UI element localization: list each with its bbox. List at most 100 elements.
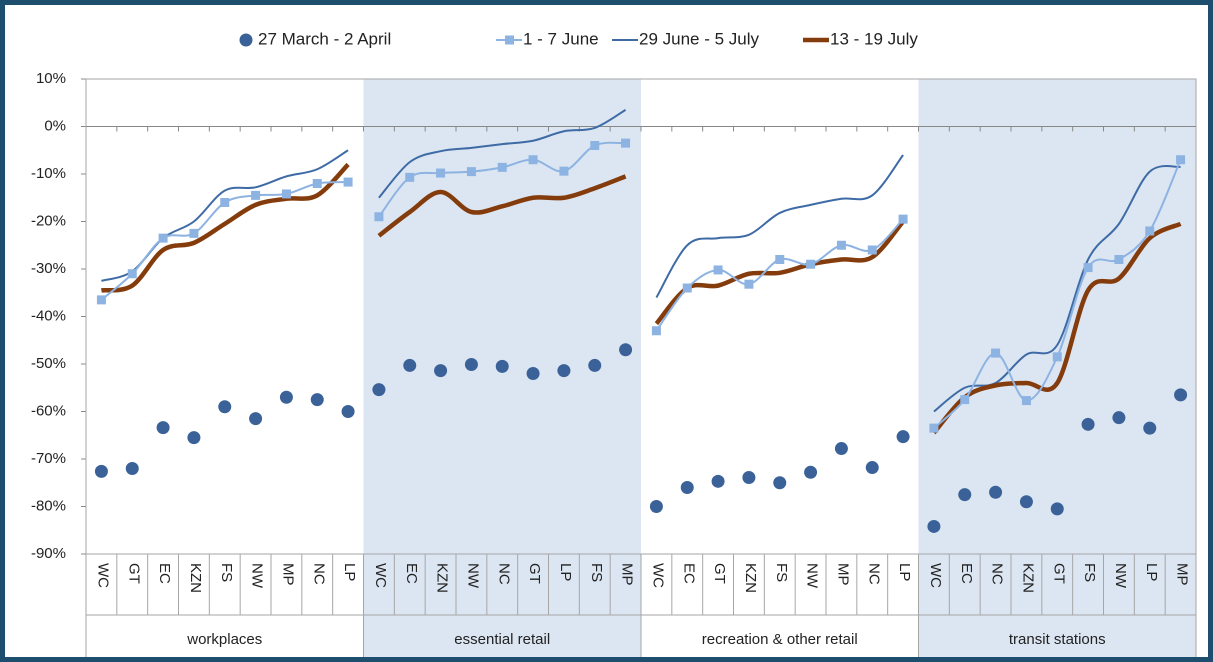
group-label: essential retail xyxy=(454,631,550,648)
point xyxy=(929,423,939,433)
point xyxy=(1021,396,1031,406)
y-tick-label: -70% xyxy=(31,450,66,467)
y-tick-label: -40% xyxy=(31,307,66,324)
x-tick-label: NC xyxy=(865,563,882,585)
point xyxy=(96,295,106,305)
x-tick-label: EC xyxy=(403,563,420,584)
x-tick-label: NW xyxy=(804,563,821,589)
point xyxy=(713,265,723,275)
y-tick-label: -60% xyxy=(31,402,66,419)
x-tick-label: WC xyxy=(927,563,944,588)
point xyxy=(1176,155,1186,165)
point xyxy=(1145,226,1155,236)
x-tick-label: FS xyxy=(773,563,790,582)
point xyxy=(1174,388,1188,402)
x-tick-label: MP xyxy=(1174,563,1191,586)
point xyxy=(834,442,848,456)
point xyxy=(1143,421,1157,435)
y-tick-label: 10% xyxy=(36,70,66,87)
legend-label: 13 - 19 July xyxy=(830,29,918,48)
x-tick-label: MP xyxy=(619,563,636,586)
y-tick-label: -10% xyxy=(31,165,66,182)
point xyxy=(403,358,417,372)
series-line xyxy=(378,109,627,199)
point xyxy=(466,167,476,177)
x-tick-label: FS xyxy=(588,563,605,582)
x-tick-label: LP xyxy=(557,563,574,581)
legend-marker xyxy=(239,33,253,47)
point xyxy=(1052,352,1062,362)
point xyxy=(528,155,538,165)
point xyxy=(682,283,692,293)
x-tick-label: KZN xyxy=(1019,563,1036,593)
series-line xyxy=(377,174,627,238)
point xyxy=(775,255,785,264)
point xyxy=(867,245,877,255)
x-tick-label: LP xyxy=(1143,563,1160,581)
series-line xyxy=(932,221,1182,435)
x-tick-label: KZN xyxy=(187,563,204,593)
point xyxy=(836,240,846,250)
point xyxy=(680,481,694,494)
point xyxy=(436,168,446,178)
point xyxy=(374,212,384,222)
point xyxy=(281,189,291,199)
x-tick-label: FS xyxy=(1081,563,1098,582)
point xyxy=(742,471,756,485)
point xyxy=(158,233,168,243)
point xyxy=(958,488,972,502)
legend-label: 27 March - 2 April xyxy=(258,29,391,48)
point xyxy=(1083,263,1093,273)
point xyxy=(804,465,818,479)
group-label: recreation & other retail xyxy=(702,631,858,648)
point xyxy=(312,179,322,188)
x-tick-label: EC xyxy=(680,563,697,584)
x-tick-label: NW xyxy=(1112,563,1129,589)
point xyxy=(127,269,137,279)
x-tick-label: NW xyxy=(464,563,481,589)
x-tick-label: FS xyxy=(218,563,235,582)
y-tick-label: -90% xyxy=(31,545,66,562)
group-label: transit stations xyxy=(1009,631,1106,648)
y-tick-label: -50% xyxy=(31,355,66,372)
point xyxy=(711,474,725,488)
plot-border xyxy=(85,78,1197,555)
x-tick-label: KZN xyxy=(434,563,451,593)
point xyxy=(310,393,324,407)
point xyxy=(343,177,353,187)
series-line xyxy=(655,154,904,299)
point xyxy=(590,141,600,150)
series-line xyxy=(933,164,1181,413)
legend-marker xyxy=(505,35,514,45)
point xyxy=(960,395,970,405)
x-tick-label: GT xyxy=(711,563,728,584)
point xyxy=(1081,417,1095,431)
legend-label: 29 June - 5 July xyxy=(639,29,760,48)
y-tick-label: -80% xyxy=(31,497,66,514)
point xyxy=(744,279,754,289)
x-tick-label: GT xyxy=(125,563,142,584)
y-tick-label: -30% xyxy=(31,260,66,277)
point xyxy=(156,421,170,435)
x-tick-label: KZN xyxy=(742,563,759,593)
x-tick-label: LP xyxy=(896,563,913,581)
point xyxy=(989,485,1003,499)
group-label: workplaces xyxy=(186,631,262,648)
point xyxy=(927,519,941,533)
point xyxy=(651,326,661,336)
legend-label: 1 - 7 June xyxy=(523,29,599,48)
x-tick-label: NC xyxy=(989,563,1006,585)
point xyxy=(434,364,448,378)
x-tick-label: EC xyxy=(156,563,173,584)
point xyxy=(649,500,663,513)
point xyxy=(187,431,201,445)
point xyxy=(279,390,293,404)
point xyxy=(249,412,263,426)
x-tick-label: LP xyxy=(341,563,358,581)
point xyxy=(773,476,787,490)
point xyxy=(341,405,355,418)
point xyxy=(372,383,386,397)
point xyxy=(220,198,230,207)
x-tick-label: MP xyxy=(279,563,296,586)
x-tick-label: EC xyxy=(958,563,975,584)
